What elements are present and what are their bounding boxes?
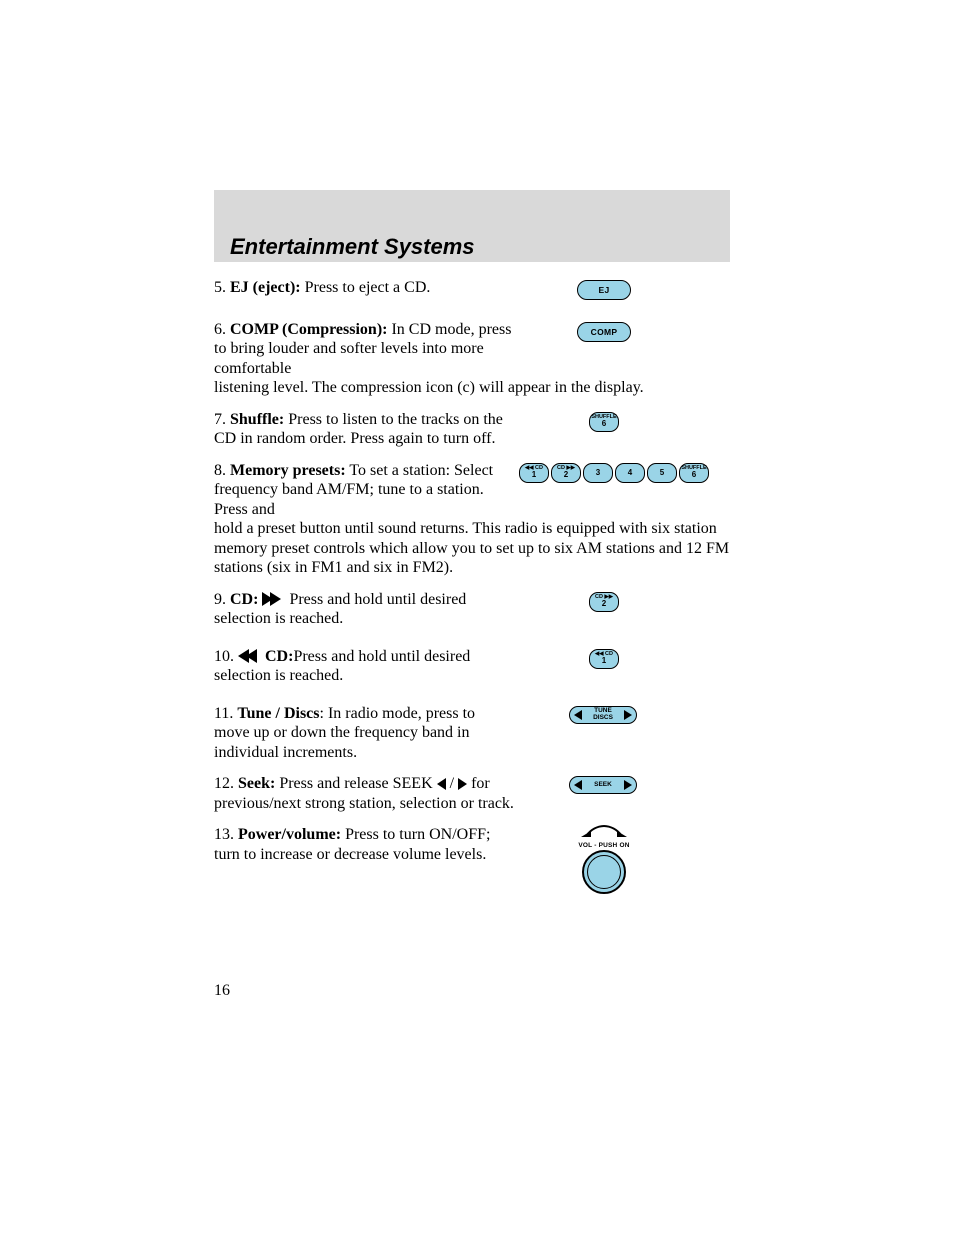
cd-rew-button-num: 1: [602, 657, 606, 665]
power-text: 13. Power/volume: Press to turn ON/OFF; …: [214, 825, 514, 864]
section-comp: 6. COMP (Compression): In CD mode, press…: [214, 320, 730, 398]
seek-rocker-button[interactable]: SEEK: [569, 776, 637, 794]
presets-text-narrow: 8. Memory presets: To set a station: Sel…: [214, 461, 514, 520]
comp-number: 6.: [214, 321, 226, 338]
section-shuffle: 7. Shuffle: Press to listen to the track…: [214, 410, 730, 449]
presets-number: 8.: [214, 462, 226, 479]
tune-label: Tune / Discs: [237, 705, 319, 722]
seek-left-arrow-icon: [574, 780, 582, 790]
seek-rocker-label: SEEK: [594, 782, 612, 789]
preset-button-4[interactable]: 4: [615, 463, 645, 483]
preset-1-num: 1: [532, 471, 536, 479]
ej-button[interactable]: EJ: [577, 280, 631, 300]
section-power: 13. Power/volume: Press to turn ON/OFF; …: [214, 825, 730, 864]
cd-fwd-text: 9. CD: Press and hold until desired sele…: [214, 590, 514, 629]
tune-text: 11. Tune / Discs: In radio mode, press t…: [214, 704, 514, 763]
header-band-top: [214, 190, 730, 232]
left-arrow-icon: [574, 710, 582, 720]
seek-number: 12.: [214, 775, 234, 792]
presets-text-full: hold a preset button until sound returns…: [214, 519, 730, 578]
shuffle-number: 7.: [214, 411, 226, 428]
cd-fwd-button-num: 2: [602, 600, 606, 608]
section-presets: 8. Memory presets: To set a station: Sel…: [214, 461, 730, 578]
cd-rew-number: 10.: [214, 648, 234, 665]
fast-forward-icon-2: [270, 592, 281, 606]
shuffle-text: 7. Shuffle: Press to listen to the track…: [214, 410, 514, 449]
preset-row: ◀◀ CD 1 CD ▶▶ 2 3 4 5: [519, 463, 709, 483]
tune-center-bot: DISCS: [593, 714, 613, 721]
ej-label: EJ (eject):: [230, 279, 301, 296]
shuffle-label: Shuffle:: [230, 411, 284, 428]
knob-label: VOL - PUSH ON: [564, 842, 644, 849]
preset-button-3[interactable]: 3: [583, 463, 613, 483]
preset-button-6[interactable]: SHUFFLE 6: [679, 463, 709, 483]
content-area: 5. EJ (eject): Press to eject a CD. EJ 6…: [214, 278, 730, 876]
page-number: 16: [214, 982, 230, 1000]
cd-rew-text: 10. CD:Press and hold until desired sele…: [214, 647, 514, 686]
seek-body-1: Press and release SEEK: [279, 775, 436, 792]
section-seek: 12. Seek: Press and release SEEK / for p…: [214, 774, 730, 813]
comp-text-full: listening level. The compression icon (c…: [214, 378, 730, 398]
ej-number: 5.: [214, 279, 226, 296]
comp-button[interactable]: COMP: [577, 322, 631, 342]
tune-rocker-label: TUNE DISCS: [593, 708, 613, 721]
rewind-icon-2: [246, 649, 257, 663]
power-label: Power/volume:: [238, 826, 341, 843]
cd-rew-label: CD:: [265, 648, 293, 665]
right-arrow-icon: [624, 710, 632, 720]
power-knob[interactable]: VOL - PUSH ON: [564, 823, 644, 894]
preset-button-5[interactable]: 5: [647, 463, 677, 483]
cd-fwd-label: CD:: [230, 591, 258, 608]
preset-5-num: 5: [660, 469, 664, 477]
preset-4-num: 4: [628, 469, 632, 477]
comp-button-label: COMP: [591, 327, 618, 337]
seek-right-icon: [458, 778, 467, 790]
comp-text-narrow: 6. COMP (Compression): In CD mode, press…: [214, 320, 514, 379]
section-tune: 11. Tune / Discs: In radio mode, press t…: [214, 704, 730, 763]
manual-page: Entertainment Systems 5. EJ (eject): Pre…: [0, 0, 954, 1235]
seek-body-mid: /: [450, 775, 458, 792]
ej-body: Press to eject a CD.: [305, 279, 431, 296]
shuffle-button[interactable]: SHUFFLE 6: [589, 412, 619, 432]
knob-inner-circle: [587, 855, 621, 889]
power-number: 13.: [214, 826, 234, 843]
presets-label: Memory presets:: [230, 462, 346, 479]
cd-rew-button[interactable]: ◀◀ CD 1: [589, 649, 619, 669]
seek-left-icon: [437, 778, 446, 790]
knob-outer-circle: [582, 850, 626, 894]
page-title: Entertainment Systems: [230, 234, 475, 260]
preset-6-num: 6: [692, 471, 696, 479]
seek-label: Seek:: [238, 775, 275, 792]
cd-fwd-button[interactable]: CD ▶▶ 2: [589, 592, 619, 612]
tune-number: 11.: [214, 705, 233, 722]
shuffle-button-num: 6: [602, 420, 606, 428]
seek-text: 12. Seek: Press and release SEEK / for p…: [214, 774, 514, 813]
comp-label: COMP (Compression):: [230, 321, 387, 338]
preset-button-2[interactable]: CD ▶▶ 2: [551, 463, 581, 483]
cd-fwd-number: 9.: [214, 591, 226, 608]
section-cd-fwd: 9. CD: Press and hold until desired sele…: [214, 590, 730, 629]
ej-button-label: EJ: [599, 285, 610, 295]
preset-button-1[interactable]: ◀◀ CD 1: [519, 463, 549, 483]
section-cd-rew: 10. CD:Press and hold until desired sele…: [214, 647, 730, 686]
preset-2-num: 2: [564, 471, 568, 479]
seek-right-arrow-icon: [624, 780, 632, 790]
ej-text: 5. EJ (eject): Press to eject a CD.: [214, 278, 514, 298]
preset-3-num: 3: [596, 469, 600, 477]
section-ej: 5. EJ (eject): Press to eject a CD. EJ: [214, 278, 730, 298]
knob-arrows-icon: [564, 823, 644, 837]
tune-rocker-button[interactable]: TUNE DISCS: [569, 706, 637, 724]
